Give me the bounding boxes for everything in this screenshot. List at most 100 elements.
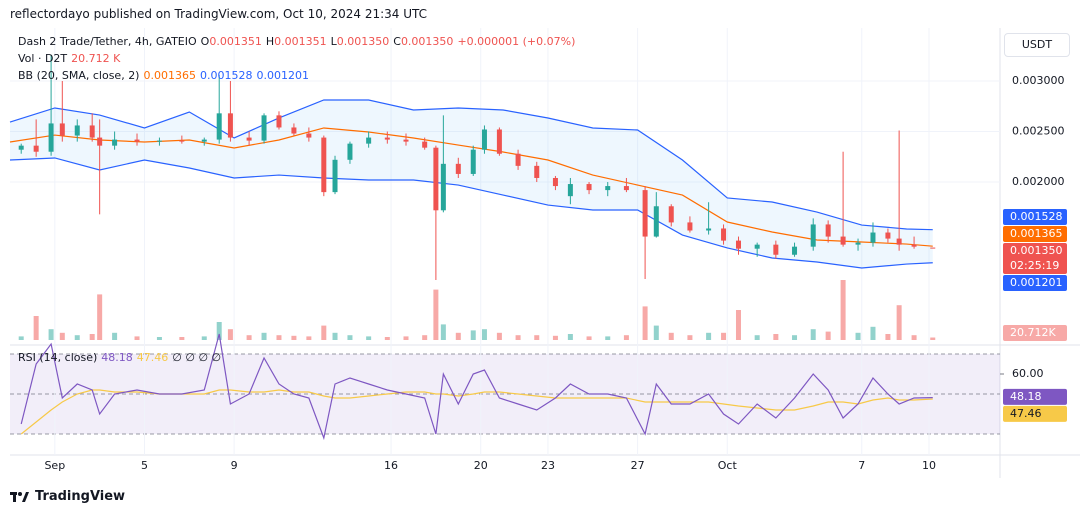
- ohlc-name: O: [200, 35, 210, 48]
- candle-body: [586, 184, 592, 191]
- volume-bar: [216, 322, 222, 340]
- candle-body: [896, 238, 902, 245]
- volume-bar: [870, 326, 876, 340]
- volume-bar: [227, 329, 233, 340]
- x-tick-label: 7: [858, 459, 865, 472]
- volume-bar: [59, 332, 65, 340]
- volume-bar: [855, 332, 861, 340]
- rsi-value: 48.18: [101, 351, 133, 364]
- volume-bar: [653, 325, 659, 340]
- volume-bar: [433, 289, 439, 340]
- volume-bar: [18, 336, 24, 340]
- candle-body: [855, 242, 861, 245]
- rsi-title: RSI (14, close): [18, 351, 98, 364]
- candle-body: [470, 149, 476, 174]
- close-last-label: 0.001350: [1010, 244, 1063, 257]
- candle-body: [810, 224, 816, 247]
- volume-bar: [840, 280, 846, 340]
- volume-bar: [156, 337, 162, 340]
- volume-bar: [687, 335, 693, 340]
- volume-bar: [773, 334, 779, 340]
- volume-bar: [321, 325, 327, 340]
- candle-body: [735, 240, 741, 249]
- candle-body: [422, 141, 428, 148]
- candle-body: [89, 125, 95, 138]
- candle-body: [306, 133, 312, 138]
- volume-last: 20.712 K: [71, 52, 121, 65]
- candle-body: [48, 123, 54, 152]
- header: reflectordayo published on TradingView.c…: [10, 7, 427, 21]
- candle-body: [623, 186, 629, 191]
- candle-body: [605, 186, 611, 191]
- bb-upper-last-label: 0.001528: [1010, 210, 1063, 223]
- candle-body: [227, 113, 233, 138]
- volume-bar: [134, 336, 140, 340]
- volume-bar: [33, 316, 39, 340]
- ohlc-value: 0.001350: [400, 35, 454, 48]
- candle-body: [433, 147, 439, 211]
- rsi-tick-label: 60.00: [1012, 367, 1044, 380]
- volume-last-box: [1003, 325, 1067, 341]
- rsi-ma-last-label: 47.46: [1010, 407, 1042, 420]
- candle-body: [930, 247, 936, 249]
- volume-bar: [74, 335, 80, 340]
- bb-title: BB (20, SMA, close, 2): [18, 69, 140, 82]
- volume-bar: [403, 336, 409, 340]
- volume-bar: [668, 332, 674, 340]
- candle-body: [885, 232, 891, 239]
- change: +0.000001 (+0.07%): [457, 35, 576, 48]
- bb-upper: [9, 99, 933, 231]
- volume-bar: [276, 335, 282, 340]
- legend-rsi: RSI (14, close) 48.18 47.46 ∅ ∅ ∅ ∅: [18, 351, 221, 364]
- candle-body: [332, 159, 338, 193]
- candle-body: [276, 115, 282, 128]
- bb-upper-last-box: [1003, 208, 1067, 225]
- x-tick-label: 23: [541, 459, 555, 472]
- candle-body: [825, 224, 831, 237]
- close-last-box: [1003, 242, 1067, 274]
- candle-body: [455, 163, 461, 174]
- volume-bar: [586, 336, 592, 340]
- y-tick-label: 0.002500: [1012, 125, 1065, 138]
- volume-bar: [567, 334, 573, 340]
- volume-bar: [792, 335, 798, 340]
- candle-body: [870, 232, 876, 243]
- candle-body: [653, 206, 659, 237]
- volume-title: Vol · D2T: [18, 52, 68, 65]
- candle-body: [642, 190, 648, 237]
- rsi-ma-line: [20, 389, 933, 435]
- volume-bar: [112, 332, 118, 340]
- volume-bar: [534, 335, 540, 340]
- bb-basis-value: 0.001365: [143, 69, 196, 82]
- candle-body: [134, 139, 140, 142]
- bb-basis-last-box: [1003, 225, 1067, 242]
- candle-body: [59, 123, 65, 136]
- candle-body: [216, 113, 222, 140]
- x-tick-label: Sep: [44, 459, 65, 472]
- volume-bar: [89, 334, 95, 340]
- rsi-extra: ∅ ∅ ∅ ∅: [172, 351, 222, 364]
- candle-body: [567, 184, 573, 197]
- volume-bar: [515, 335, 521, 340]
- candle-body: [706, 228, 712, 231]
- volume-bar: [179, 337, 185, 340]
- candle-body: [840, 236, 846, 245]
- ohlc-value: 0.001351: [274, 35, 327, 48]
- bb-upper-value: 0.001528: [199, 69, 253, 82]
- volume-bar: [470, 330, 476, 340]
- volume-bar: [97, 294, 103, 340]
- rsi-line: [20, 333, 933, 441]
- currency-button[interactable]: USDT: [1004, 33, 1070, 57]
- volume-bar: [605, 336, 611, 340]
- bb-band: [10, 100, 933, 268]
- candle-body: [366, 137, 372, 144]
- volume-bar: [706, 332, 712, 340]
- published: reflectordayo published on TradingView.c…: [10, 7, 428, 21]
- volume-bar: [366, 336, 372, 340]
- candle-body: [911, 244, 917, 247]
- candle-body: [552, 177, 558, 187]
- volume-last-label: 20.712K: [1010, 326, 1056, 339]
- volume-bar: [825, 331, 831, 340]
- candle-body: [97, 137, 103, 146]
- x-tick-label: 5: [141, 459, 148, 472]
